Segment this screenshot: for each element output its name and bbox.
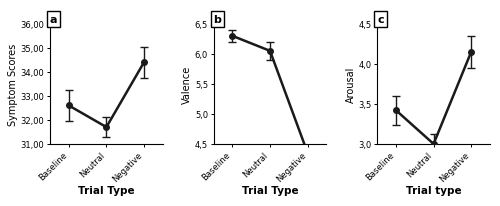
- Text: c: c: [377, 15, 384, 25]
- Text: b: b: [214, 15, 222, 25]
- X-axis label: Trial type: Trial type: [406, 186, 462, 195]
- Y-axis label: Valence: Valence: [182, 66, 192, 103]
- Y-axis label: Symptom Scores: Symptom Scores: [8, 43, 18, 125]
- Text: a: a: [50, 15, 58, 25]
- X-axis label: Trial Type: Trial Type: [78, 186, 134, 195]
- X-axis label: Trial Type: Trial Type: [242, 186, 298, 195]
- Y-axis label: Arousal: Arousal: [346, 66, 356, 103]
